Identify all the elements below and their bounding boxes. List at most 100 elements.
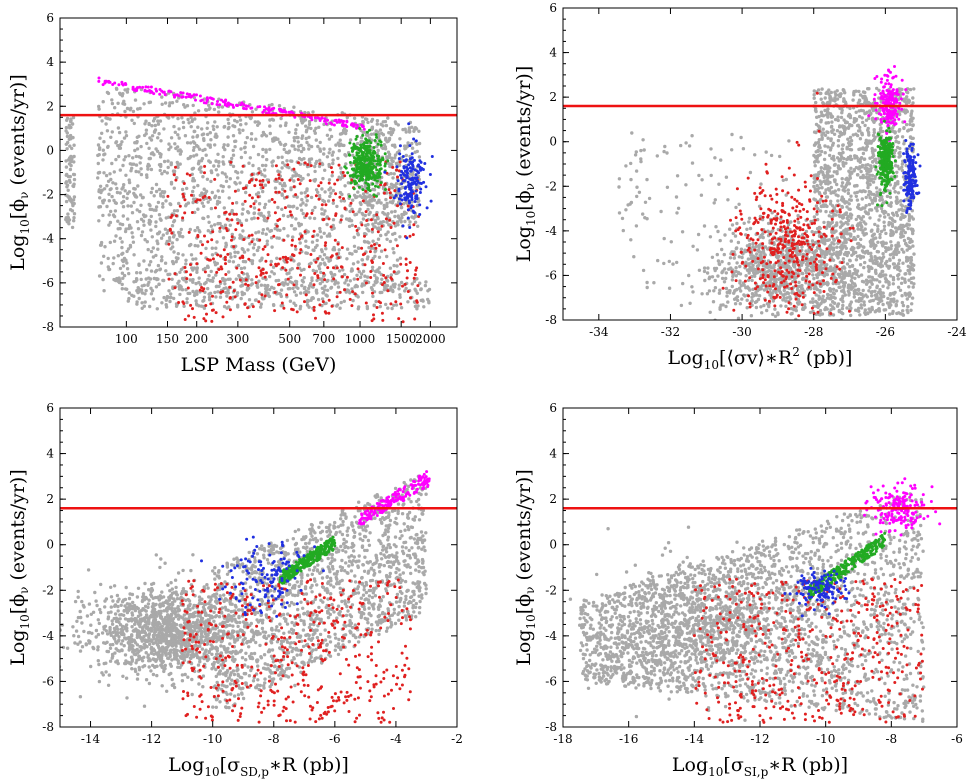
scatter-point-magenta	[131, 85, 135, 89]
scatter-point-bulk	[67, 123, 72, 128]
scatter-point-bulk	[130, 211, 135, 215]
scatter-point-bulk	[417, 155, 422, 159]
scatter-point-green	[359, 143, 363, 147]
scatter-point-red	[320, 203, 324, 207]
scatter-point-bulk	[211, 279, 215, 283]
scatter-point-bulk	[841, 235, 845, 239]
scatter-point-bulk	[287, 271, 291, 275]
scatter-point-bulk	[181, 253, 185, 257]
scatter-point-bulk	[172, 250, 176, 254]
scatter-point-bulk	[822, 157, 827, 162]
scatter-point-bulk	[888, 312, 892, 316]
scatter-point-bulk	[848, 174, 852, 178]
scatter-point-bulk	[227, 121, 231, 126]
scatter-point-bulk	[197, 147, 202, 151]
scatter-point-red	[184, 270, 188, 274]
scatter-point-magenta	[262, 108, 266, 112]
scatter-point-bulk	[265, 157, 269, 162]
scatter-point-bulk	[201, 132, 206, 136]
scatter-point-bulk	[854, 194, 858, 198]
scatter-point-blue	[417, 163, 420, 167]
scatter-point-bulk	[184, 288, 188, 292]
scatter-point-blue	[430, 155, 434, 158]
scatter-point-bulk	[833, 117, 838, 122]
scatter-point-magenta	[355, 123, 359, 127]
scatter-point-bulk	[812, 96, 816, 100]
scatter-point-green	[372, 193, 376, 197]
scatter-point-red	[396, 175, 399, 179]
scatter-point-bulk	[344, 162, 348, 166]
scatter-point-bulk	[899, 223, 903, 227]
scatter-point-bulk	[386, 116, 390, 120]
scatter-point-bulk	[210, 190, 214, 195]
scatter-point-bulk	[213, 195, 217, 200]
scatter-point-bulk	[126, 247, 131, 251]
scatter-point-bulk	[270, 102, 274, 107]
scatter-point-red	[304, 293, 308, 297]
scatter-point-red	[324, 241, 328, 245]
scatter-point-red	[292, 283, 296, 287]
scatter-point-bulk	[136, 227, 141, 231]
scatter-point-red	[257, 300, 261, 304]
scatter-point-bulk	[234, 182, 238, 186]
scatter-point-bulk	[175, 145, 180, 149]
scatter-point-bulk	[391, 176, 395, 180]
scatter-point-bulk	[207, 220, 211, 224]
scatter-point-bulk	[852, 229, 856, 233]
scatter-point-bulk	[884, 231, 888, 236]
scatter-point-bulk	[329, 134, 334, 139]
scatter-point-bulk	[818, 308, 823, 313]
scatter-point-bulk	[196, 207, 200, 211]
scatter-point-red	[258, 238, 262, 242]
scatter-point-bulk	[206, 121, 210, 125]
scatter-point-red	[293, 244, 297, 248]
scatter-point-bulk	[126, 204, 130, 208]
scatter-point-bulk	[319, 235, 323, 239]
scatter-point-bulk	[97, 189, 101, 194]
scatter-point-red	[398, 160, 402, 164]
scatter-point-red	[225, 300, 229, 304]
scatter-point-bulk	[108, 220, 113, 225]
scatter-point-magenta	[264, 107, 268, 111]
scatter-point-bulk	[196, 145, 200, 149]
scatter-point-bulk	[269, 259, 273, 264]
scatter-point-bulk	[360, 139, 364, 144]
scatter-point-bulk	[97, 274, 102, 278]
scatter-point-red	[309, 164, 313, 168]
scatter-point-red	[259, 269, 263, 273]
scatter-point-red	[369, 270, 373, 273]
scatter-point-bulk	[155, 307, 159, 311]
scatter-point-bulk	[248, 242, 252, 246]
scatter-point-bulk	[254, 231, 258, 235]
scatter-point-blue	[409, 191, 413, 195]
scatter-point-red	[413, 273, 417, 277]
scatter-point-bulk	[850, 275, 854, 280]
scatter-point-bulk	[68, 133, 73, 138]
scatter-point-bulk	[877, 109, 882, 114]
scatter-point-bulk	[194, 281, 198, 286]
scatter-point-green	[365, 158, 369, 162]
scatter-point-red	[349, 201, 353, 205]
scatter-point-bulk	[162, 295, 166, 300]
scatter-point-bulk	[299, 291, 303, 295]
scatter-point-bulk	[857, 89, 861, 94]
scatter-point-blue	[425, 206, 429, 210]
scatter-point-green	[364, 172, 368, 176]
scatter-point-green	[375, 154, 379, 158]
scatter-point-bulk	[147, 280, 151, 284]
scatter-point-bulk	[275, 256, 279, 260]
scatter-point-red	[182, 195, 186, 199]
scatter-point-red	[306, 163, 310, 167]
scatter-point-bulk	[225, 306, 229, 310]
scatter-point-bulk	[817, 297, 821, 301]
scatter-point-red	[224, 262, 227, 266]
scatter-point-red	[404, 257, 408, 261]
scatter-point-blue	[418, 213, 422, 216]
scatter-point-magenta	[349, 123, 353, 127]
scatter-point-bulk	[259, 302, 263, 306]
scatter-point-bulk	[340, 111, 344, 115]
scatter-point-bulk	[320, 212, 324, 216]
scatter-point-bulk	[372, 283, 376, 287]
scatter-point-bulk	[878, 272, 883, 276]
scatter-point-bulk	[330, 174, 334, 178]
